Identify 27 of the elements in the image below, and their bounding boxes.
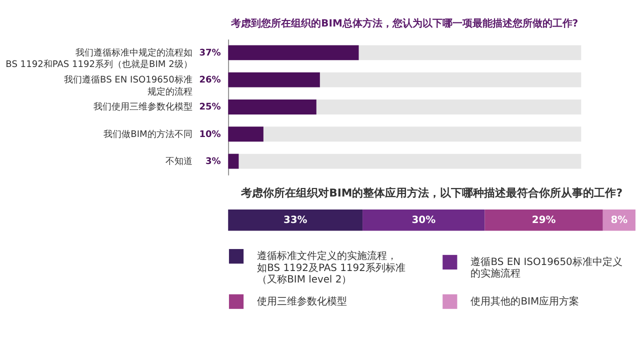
data-label: 3% [206, 157, 221, 167]
chart-title: 考虑到您所在组织的BIM总体方法，您认为以下哪一项最能描述您所做的工作? [230, 17, 578, 30]
bar [228, 210, 363, 231]
data-label: 26% [199, 76, 221, 86]
legend-label: 遵循标准文件定义的实施流程，如BS 1192及PAS 1192系列标准（又称BIM level 2） [257, 250, 406, 286]
bar [228, 126, 264, 142]
bar [228, 100, 316, 114]
data-label: 29% [532, 214, 556, 226]
bar [228, 72, 320, 88]
y-tick-label: 我们做BIM的方法不同 [104, 128, 192, 140]
bar [362, 210, 485, 231]
data-label: 25% [199, 102, 221, 113]
bar [484, 210, 603, 231]
y-tick-label: 不知道 [165, 156, 192, 167]
legend-label: 遵循BS EN ISO19650标准中定义的实施流程 [470, 256, 622, 280]
data-label: 30% [412, 214, 436, 226]
legend-label: 使用其他的BIM应用方案 [470, 295, 580, 308]
y-tick-label: 我们使用三维参数化模型 [93, 102, 192, 113]
chart-title: 考虑你所在组织对BIM的整体应用方法，以下哪种描述最符合你所从事的工作? [240, 186, 623, 200]
bar [228, 154, 239, 169]
data-label: 37% [199, 48, 221, 58]
data-label: 33% [283, 214, 308, 226]
data-label: 10% [199, 130, 221, 140]
legend-label: 使用三维参数化模型 [257, 295, 348, 308]
data-label: 8% [610, 214, 628, 226]
y-tick-label: 我们遵循BS EN ISO19650标准规定的流程 [64, 74, 192, 98]
y-tick-label: 我们遵循标准中规定的流程如BS 1192和PAS 1192系列（也就是BIM 2级） [6, 47, 192, 70]
